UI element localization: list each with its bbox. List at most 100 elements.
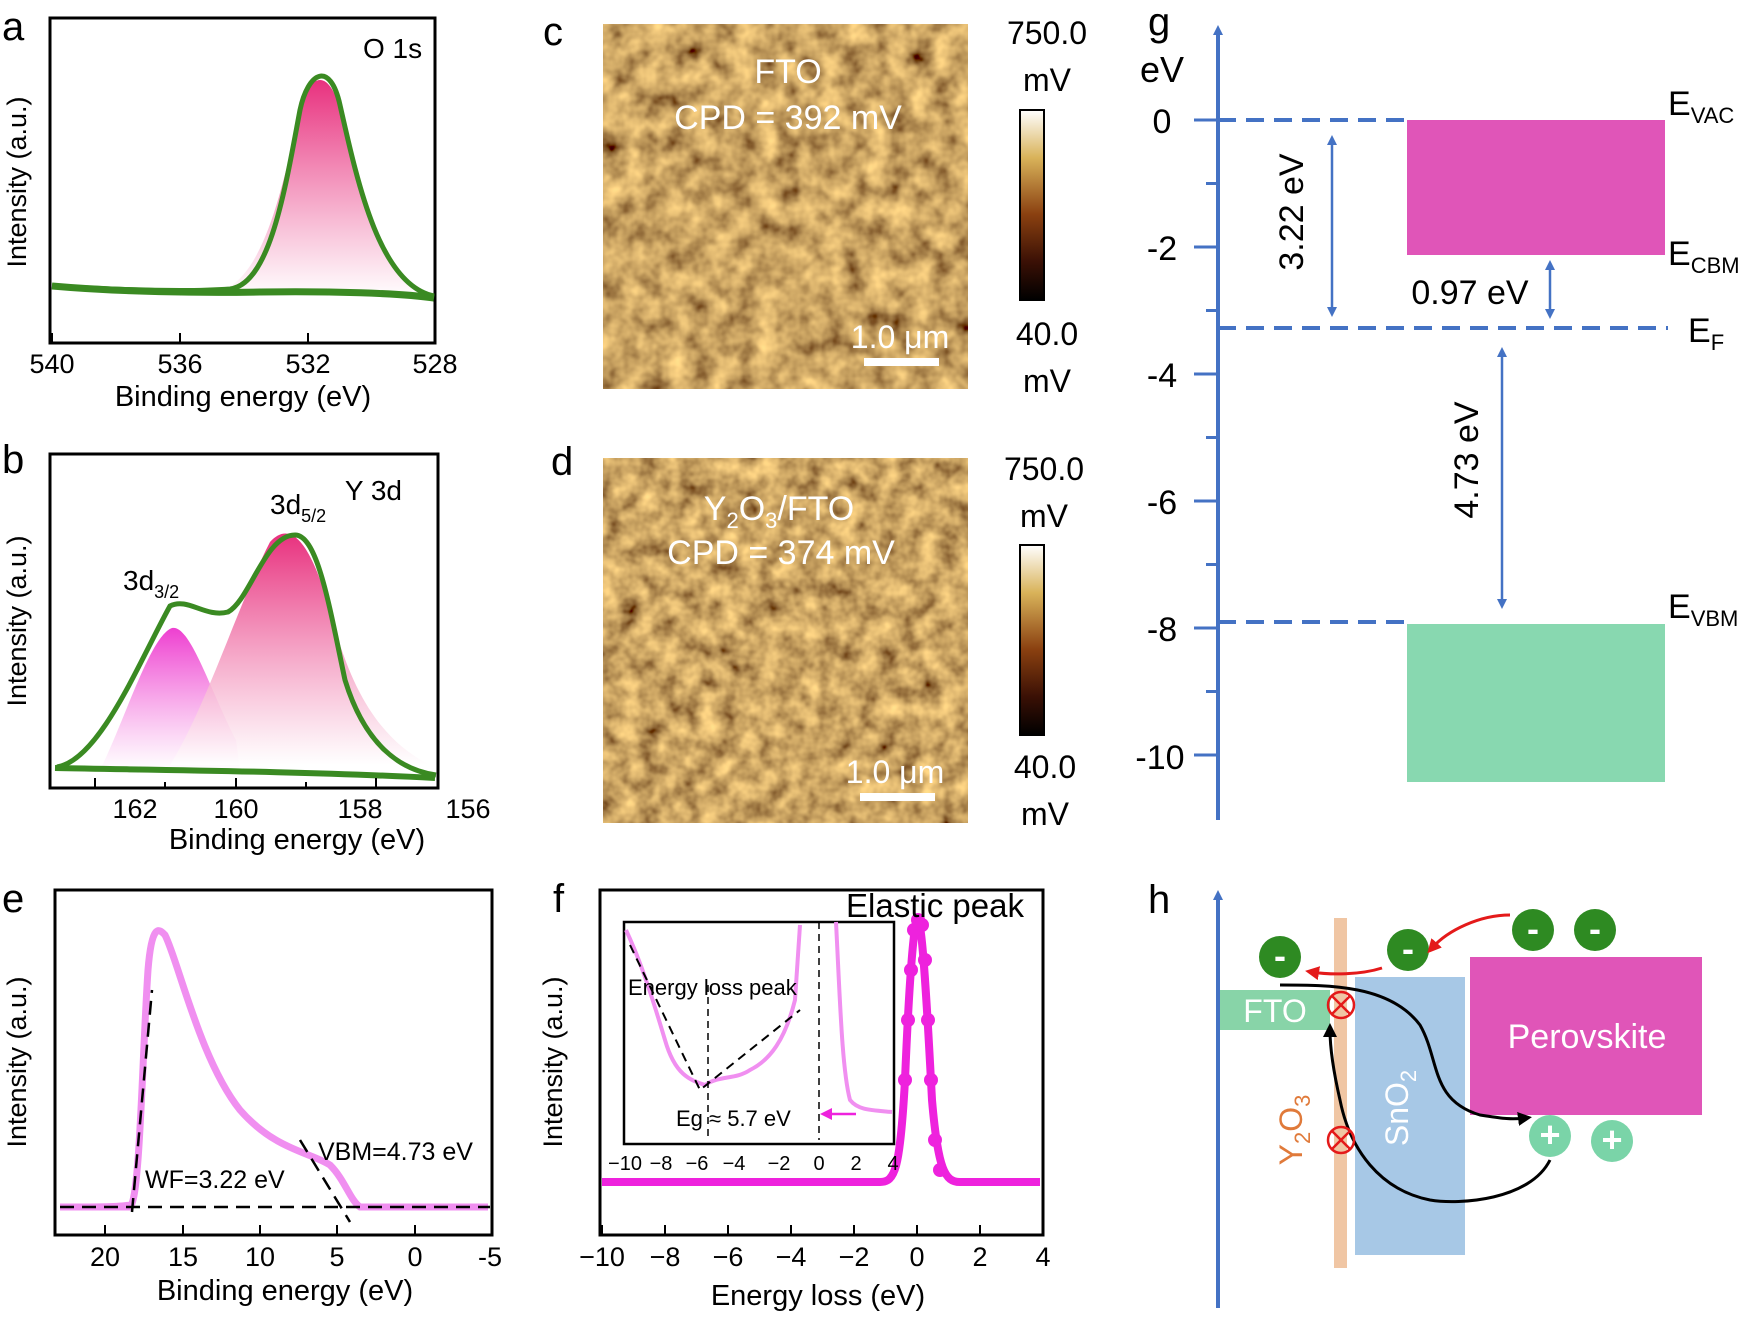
panel-e-letter: e bbox=[2, 877, 24, 921]
colorbar-d-min-unit: mV bbox=[1021, 796, 1070, 832]
panel-b-frame bbox=[48, 452, 440, 790]
inset-xtick: −4 bbox=[723, 1153, 746, 1175]
inset-xticks: −10 −8 −6 −4 −2 0 2 4 bbox=[608, 1153, 899, 1175]
panel-f-xticks: −10 −8 −6 −4 −2 0 2 4 bbox=[579, 1225, 1051, 1272]
reels-point bbox=[901, 1013, 915, 1027]
y3d-baseline bbox=[54, 765, 436, 781]
panel-a-xticks: 540 536 532 528 bbox=[29, 333, 458, 379]
panel-h-letter: h bbox=[1148, 878, 1170, 922]
panel-a: a O 1s Intensity (a.u.) 540 536 532 528 … bbox=[2, 5, 458, 413]
reels-spectrum bbox=[602, 913, 1040, 1186]
reels-point bbox=[918, 953, 932, 967]
panel-f-xlabel: Energy loss (eV) bbox=[711, 1280, 925, 1312]
colorbar-c-max-unit: mV bbox=[1023, 62, 1072, 98]
colorbar-d-min: 40.0 bbox=[1014, 749, 1076, 785]
panel-e-xtick: 5 bbox=[329, 1242, 344, 1272]
panel-d-letter: d bbox=[551, 440, 573, 484]
ups-cutoff-fit bbox=[130, 989, 154, 1213]
colorbar-d bbox=[1019, 544, 1045, 736]
recombination-path bbox=[1323, 1023, 1552, 1204]
hole-sign: + bbox=[1601, 1119, 1622, 1160]
panel-f-xtick: 4 bbox=[1035, 1242, 1050, 1272]
energy-tick-label: -2 bbox=[1147, 230, 1177, 268]
fto-layer bbox=[1220, 990, 1330, 1030]
electron: - bbox=[1574, 908, 1616, 951]
panel-e-xtick: 15 bbox=[168, 1242, 198, 1272]
panel-g: g eV 0 -2 -4 -6 -8 -10 3.22 eV 0.97 eV 4… bbox=[1135, 0, 1740, 820]
afm-y2o3-cpd: CPD = 374 mV bbox=[667, 534, 895, 572]
blocked-icon bbox=[1326, 990, 1356, 1020]
panel-a-label: O 1s bbox=[363, 33, 422, 64]
panel-e-xtick: 20 bbox=[90, 1242, 120, 1272]
vbm-annotation: VBM=4.73 eV bbox=[318, 1138, 473, 1166]
reels-point bbox=[928, 1133, 942, 1147]
panel-e-xlabel: Binding energy (eV) bbox=[157, 1275, 413, 1307]
panel-a-xtick: 540 bbox=[29, 349, 74, 379]
energy-axis-ticklabels: 0 -2 -4 -6 -8 -10 bbox=[1135, 103, 1184, 777]
panel-f-ylabel: Intensity (a.u.) bbox=[538, 976, 568, 1147]
panel-b-ylabel: Intensity (a.u.) bbox=[2, 535, 32, 706]
inset-xtick: −8 bbox=[650, 1153, 673, 1175]
panel-g-letter: g bbox=[1148, 0, 1170, 44]
panel-e-xtick: -5 bbox=[478, 1242, 502, 1272]
panel-c: c FTO CPD = 392 mV 1.0 μm 750.0 mV 40.0 … bbox=[543, 10, 1087, 399]
panel-a-xlabel: Binding energy (eV) bbox=[115, 381, 371, 413]
inset-xtick: 2 bbox=[850, 1153, 861, 1175]
panel-f-xtick: −8 bbox=[650, 1242, 681, 1272]
inset-xtick: −10 bbox=[608, 1153, 642, 1175]
afm-fto-title: FTO bbox=[754, 53, 821, 91]
afm-fto-cpd: CPD = 392 mV bbox=[674, 99, 902, 137]
y3d-envelope bbox=[56, 532, 437, 778]
electron: - bbox=[1387, 928, 1429, 971]
afm-fto-scalebar-label: 1.0 μm bbox=[851, 319, 949, 355]
recombination-path bbox=[1279, 983, 1532, 1126]
panel-a-xtick: 532 bbox=[285, 349, 330, 379]
ups-vbm-fit bbox=[298, 1139, 352, 1223]
gap-label-3.22: 3.22 eV bbox=[1273, 153, 1311, 271]
panel-e-xtick: 10 bbox=[245, 1242, 275, 1272]
peak-3d32-label: 3d3/2 bbox=[123, 565, 179, 602]
panel-d: d Y2O3/FTO CPD = 374 mV 1.0 μm 750.0 mV … bbox=[551, 440, 1084, 832]
reels-point bbox=[924, 1073, 938, 1087]
inset-eg-label: Eg ≈ 5.7 eV bbox=[676, 1106, 791, 1131]
energy-tick-label: -6 bbox=[1147, 484, 1177, 522]
panel-f-xtick: −10 bbox=[579, 1242, 625, 1272]
panel-f-inset: Energy loss peak Eg ≈ 5.7 eV −10 −8 −6 −… bbox=[608, 920, 899, 1175]
reels-point bbox=[921, 1013, 935, 1027]
electron: - bbox=[1512, 908, 1554, 951]
electron-transfer-arrow bbox=[1427, 913, 1511, 954]
colorbar-c-min: 40.0 bbox=[1016, 316, 1078, 352]
energy-axis-ticks bbox=[1194, 118, 1218, 757]
panel-a-ylabel: Intensity (a.u.) bbox=[2, 96, 32, 267]
panel-a-xtick: 528 bbox=[412, 349, 457, 379]
panel-e-ylabel: Intensity (a.u.) bbox=[2, 976, 32, 1147]
afm-y2o3-title: Y2O3/FTO bbox=[704, 490, 854, 533]
label-evac: EVAC bbox=[1668, 85, 1734, 128]
panel-h: h FTO Perovskite SnO2 Y2O3 - - - - + + bbox=[1148, 878, 1702, 1308]
hole: + bbox=[1591, 1119, 1633, 1162]
o1s-envelope bbox=[51, 73, 435, 299]
afm-y2o3-scalebar-label: 1.0 μm bbox=[846, 754, 944, 790]
energy-tick-label: -8 bbox=[1147, 611, 1177, 649]
panel-e-frame bbox=[53, 888, 494, 1237]
gap-label-4.73: 4.73 eV bbox=[1448, 401, 1486, 519]
afm-fto-scalebar bbox=[864, 358, 939, 366]
reels-point bbox=[915, 918, 929, 932]
panel-f-xtick: 2 bbox=[972, 1242, 987, 1272]
vbm-block bbox=[1407, 624, 1665, 782]
afm-y2o3-scalebar bbox=[860, 793, 935, 801]
panel-a-letter: a bbox=[2, 5, 25, 49]
panel-b-xtick: 160 bbox=[213, 794, 258, 824]
electron-sign: - bbox=[1274, 935, 1286, 976]
gap-label-0.97: 0.97 eV bbox=[1411, 274, 1529, 312]
peak-3d52-label: 3d5/2 bbox=[270, 489, 326, 526]
panel-f-xtick: −6 bbox=[713, 1242, 744, 1272]
panel-f-xtick: −4 bbox=[776, 1242, 807, 1272]
energy-axis-unit: eV bbox=[1140, 49, 1184, 90]
label-evbm: EVBM bbox=[1668, 588, 1738, 631]
inset-xtick: −6 bbox=[686, 1153, 709, 1175]
inset-xtick: 0 bbox=[813, 1153, 824, 1175]
hole: + bbox=[1529, 1114, 1571, 1157]
blocked-icon bbox=[1326, 1125, 1356, 1155]
